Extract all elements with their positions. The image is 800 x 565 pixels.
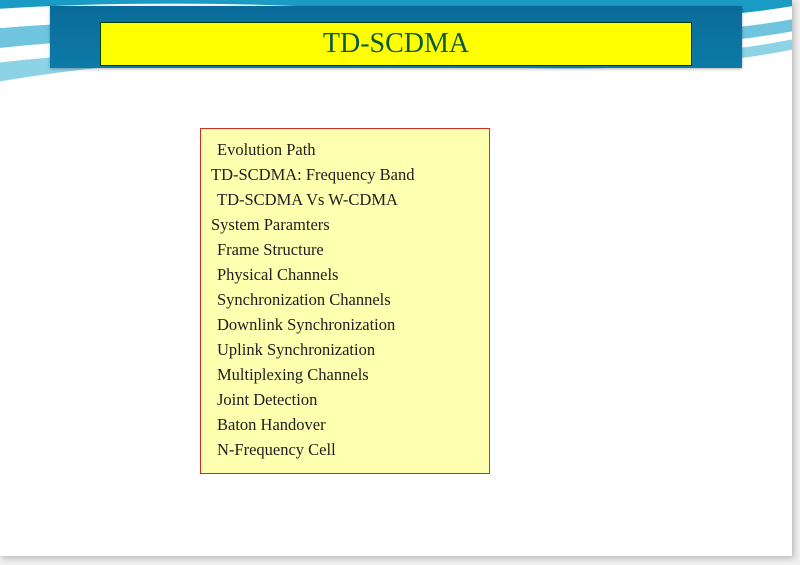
list-item: Evolution Path: [211, 137, 479, 162]
content-list: Evolution Path TD-SCDMA: Frequency Band …: [211, 137, 479, 462]
list-item: TD-SCDMA Vs W-CDMA: [211, 187, 479, 212]
slide: TD-SCDMA Evolution Path TD-SCDMA: Freque…: [0, 0, 792, 556]
list-item: System Paramters: [211, 212, 479, 237]
list-item: Synchronization Channels: [211, 287, 479, 312]
list-item: N-Frequency Cell: [211, 437, 479, 462]
list-item: Baton Handover: [211, 412, 479, 437]
slide-title: TD-SCDMA: [323, 28, 469, 60]
content-box: Evolution Path TD-SCDMA: Frequency Band …: [200, 128, 490, 474]
list-item: Downlink Synchronization: [211, 312, 479, 337]
list-item: Uplink Synchronization: [211, 337, 479, 362]
list-item: Joint Detection: [211, 387, 479, 412]
title-bar: TD-SCDMA: [100, 22, 692, 66]
list-item: Physical Channels: [211, 262, 479, 287]
list-item: Multiplexing Channels: [211, 362, 479, 387]
list-item: Frame Structure: [211, 237, 479, 262]
list-item: TD-SCDMA: Frequency Band: [211, 162, 479, 187]
